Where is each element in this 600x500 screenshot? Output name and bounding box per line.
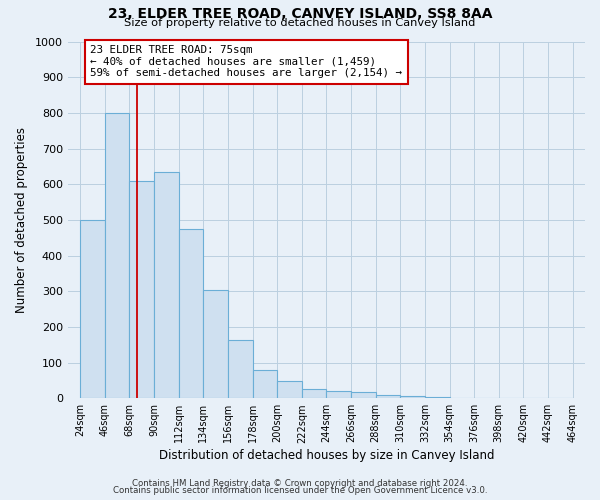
Y-axis label: Number of detached properties: Number of detached properties	[15, 127, 28, 313]
Bar	[203, 290, 228, 398]
Bar	[326, 391, 351, 398]
Bar	[253, 370, 277, 398]
Text: 23 ELDER TREE ROAD: 75sqm
← 40% of detached houses are smaller (1,459)
59% of se: 23 ELDER TREE ROAD: 75sqm ← 40% of detac…	[90, 45, 402, 78]
X-axis label: Distribution of detached houses by size in Canvey Island: Distribution of detached houses by size …	[158, 450, 494, 462]
Bar	[228, 340, 253, 398]
Text: Contains HM Land Registry data © Crown copyright and database right 2024.: Contains HM Land Registry data © Crown c…	[132, 478, 468, 488]
Bar	[154, 172, 179, 398]
Bar	[351, 392, 376, 398]
Bar	[105, 113, 130, 398]
Text: Size of property relative to detached houses in Canvey Island: Size of property relative to detached ho…	[124, 18, 476, 28]
Text: 23, ELDER TREE ROAD, CANVEY ISLAND, SS8 8AA: 23, ELDER TREE ROAD, CANVEY ISLAND, SS8 …	[108, 8, 492, 22]
Bar	[400, 396, 425, 398]
Text: Contains public sector information licensed under the Open Government Licence v3: Contains public sector information licen…	[113, 486, 487, 495]
Bar	[179, 229, 203, 398]
Bar	[130, 180, 154, 398]
Bar	[302, 390, 326, 398]
Bar	[80, 220, 105, 398]
Bar	[277, 382, 302, 398]
Bar	[376, 394, 400, 398]
